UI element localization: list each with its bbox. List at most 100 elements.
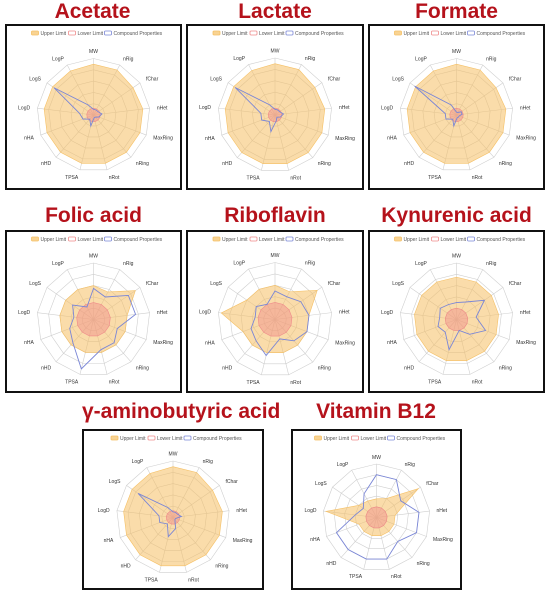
legend-label-upper: Upper Limit bbox=[222, 31, 248, 37]
axis-label: MW bbox=[271, 49, 280, 55]
axis-label: LogP bbox=[233, 56, 245, 62]
axis-label: MaxRing bbox=[335, 136, 355, 142]
axis-label: MW bbox=[452, 254, 461, 260]
axis-label: LogP bbox=[52, 56, 64, 62]
axis-label: nHA bbox=[387, 136, 397, 142]
axis-label: nRot bbox=[109, 379, 120, 385]
axis-label: TPSA bbox=[349, 574, 363, 580]
legend-swatch-upper bbox=[394, 236, 402, 242]
axis-label: nHD bbox=[326, 561, 336, 567]
axis-label: nHet bbox=[157, 105, 168, 111]
upper-limit-area bbox=[220, 284, 318, 354]
upper-limit-area bbox=[59, 285, 136, 353]
legend-label-upper: Upper Limit bbox=[41, 237, 67, 243]
legend-label-lower: Lower Limit bbox=[441, 31, 467, 37]
radar-chart: Upper Limit Lower Limit Compound Propertie… bbox=[381, 30, 536, 181]
axis-label: fChar bbox=[509, 77, 522, 83]
legend-label-lower: Lower Limit bbox=[441, 237, 467, 243]
axis-label: nRig bbox=[123, 261, 134, 267]
axis-label: TPSA bbox=[247, 176, 261, 182]
axis-label: nRig bbox=[405, 462, 416, 468]
legend-swatch-lower bbox=[249, 236, 258, 242]
lower-limit-area bbox=[449, 107, 464, 122]
axis-label: nRing bbox=[136, 365, 149, 371]
chart-title: Folic acid bbox=[45, 204, 142, 227]
axis-label: LogP bbox=[132, 459, 144, 465]
legend-label-lower: Lower Limit bbox=[78, 237, 104, 243]
axis-label: nHA bbox=[310, 537, 320, 543]
axis-label: LogP bbox=[415, 56, 427, 62]
axis-label: nHA bbox=[104, 538, 114, 544]
legend-swatch-lower bbox=[351, 435, 359, 441]
chart-panel: Upper Limit Lower Limit Compound Propertie… bbox=[368, 24, 545, 190]
legend-swatch-upper bbox=[110, 435, 119, 441]
legend-swatch-lower bbox=[68, 30, 76, 36]
axis-label: LogD bbox=[381, 105, 393, 111]
grid-ring bbox=[37, 262, 150, 375]
legend-swatch-compound bbox=[183, 435, 192, 441]
legend-swatch-compound bbox=[467, 236, 475, 242]
upper-limit-area bbox=[414, 276, 499, 361]
axis-label: nHD bbox=[404, 365, 414, 371]
radar-chart: Upper Limit Lower Limit Compound Propertie… bbox=[381, 236, 536, 385]
radar-chart: Upper Limit Lower Limit Compound Propertie… bbox=[305, 435, 453, 580]
legend: Upper Limit Lower Limit Compound Propertie… bbox=[31, 30, 163, 37]
upper-limit-area bbox=[43, 63, 144, 164]
axis-label: nRig bbox=[486, 261, 497, 267]
axis-label: nHet bbox=[520, 105, 531, 111]
legend-label-compound: Compound Properties bbox=[477, 31, 526, 37]
legend-label-compound: Compound Properties bbox=[114, 237, 163, 243]
axis-label: LogS bbox=[210, 281, 222, 287]
chart-panel: Upper Limit Lower Limit Compound Propertie… bbox=[368, 230, 545, 393]
legend: Upper Limit Lower Limit Compound Propertie… bbox=[212, 30, 344, 37]
axis-label: nRing bbox=[417, 561, 430, 567]
legend-swatch-compound bbox=[104, 30, 112, 36]
axis-label: LogS bbox=[29, 281, 41, 287]
axis-label: fChar bbox=[328, 281, 341, 287]
legend-swatch-upper bbox=[394, 30, 402, 36]
compound-properties-line bbox=[414, 85, 463, 128]
axis-label: TPSA bbox=[428, 175, 442, 181]
axis-label: MaxRing bbox=[516, 340, 536, 346]
axis-label: nRot bbox=[188, 577, 199, 583]
axis-label: nHet bbox=[339, 105, 350, 111]
legend-swatch-compound bbox=[285, 236, 294, 242]
radar-chart: Upper Limit Lower Limit Compound Propertie… bbox=[18, 236, 173, 385]
axis-label: LogS bbox=[392, 281, 404, 287]
legend-label-compound: Compound Properties bbox=[295, 237, 344, 243]
axis-label: MaxRing bbox=[233, 538, 253, 544]
axis-label: nHet bbox=[339, 310, 350, 316]
axis-label: LogS bbox=[29, 77, 41, 83]
axis-label: nHet bbox=[437, 508, 448, 514]
legend-swatch-compound bbox=[467, 30, 475, 36]
grid-ring bbox=[411, 273, 502, 364]
axis-label: nRig bbox=[305, 56, 316, 62]
axis-label: MaxRing bbox=[335, 340, 355, 346]
chart-title: γ-aminobutyric acid bbox=[82, 400, 281, 423]
legend-label-lower: Lower Limit bbox=[78, 31, 104, 37]
grid-ring bbox=[116, 460, 230, 573]
legend-label-compound: Compound Properties bbox=[193, 436, 242, 442]
grid-ring bbox=[218, 262, 332, 376]
legend-swatch-upper bbox=[212, 236, 221, 242]
axis-label: nHD bbox=[404, 161, 414, 167]
legend-swatch-upper bbox=[314, 435, 322, 441]
lower-limit-area bbox=[76, 302, 111, 337]
axis-label: nRig bbox=[305, 260, 316, 266]
legend-label-compound: Compound Properties bbox=[397, 436, 446, 442]
axis-label: TPSA bbox=[65, 175, 79, 181]
axis-label: MaxRing bbox=[516, 136, 536, 142]
axis-label: nHD bbox=[41, 365, 51, 371]
compound-properties-line bbox=[69, 287, 137, 370]
upper-limit-area bbox=[123, 466, 223, 567]
axis-label: LogS bbox=[109, 479, 121, 485]
legend: Upper Limit Lower Limit Compound Propertie… bbox=[394, 236, 526, 243]
legend-swatch-lower bbox=[249, 30, 258, 36]
axis-label: TPSA bbox=[65, 379, 79, 385]
axis-label: nHA bbox=[205, 340, 215, 346]
axis-label: MaxRing bbox=[153, 136, 173, 142]
lower-limit-area bbox=[86, 107, 101, 122]
legend-swatch-lower bbox=[431, 30, 439, 36]
axis-label: nRing bbox=[318, 366, 331, 372]
radar-chart: Upper Limit Lower Limit Compound Propertie… bbox=[18, 30, 173, 181]
